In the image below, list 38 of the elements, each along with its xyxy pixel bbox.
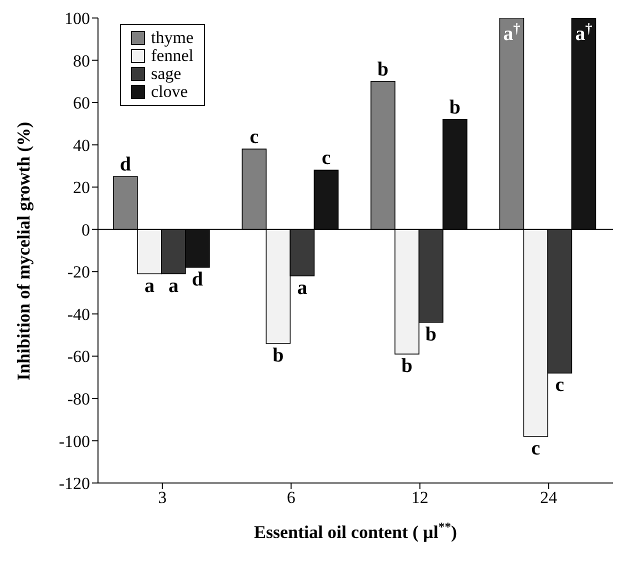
y-tick-label: 0 <box>82 220 90 240</box>
y-tick-label: -120 <box>58 474 90 494</box>
x-tick-label: 12 <box>411 488 428 508</box>
data-label: d <box>192 268 204 290</box>
y-tick-label: -40 <box>67 304 90 324</box>
y-tick-label: 20 <box>73 178 90 198</box>
data-label: b <box>272 344 284 366</box>
x-tick-label: 3 <box>158 488 167 508</box>
data-label: a <box>297 276 308 299</box>
y-tick-label: 60 <box>73 94 90 113</box>
legend-label: clove <box>151 82 188 101</box>
y-tick-label: -80 <box>67 389 90 408</box>
data-label: b <box>425 323 437 346</box>
x-axis-title: Essential oil content ( µl$^{**}$) <box>254 520 457 542</box>
data-label: c <box>531 438 540 460</box>
data-label: c <box>322 147 331 170</box>
legend-label: sage <box>151 64 182 83</box>
x-tick-label: 24 <box>540 488 558 508</box>
y-tick-label: -60 <box>67 347 90 366</box>
x-tick-label: 6 <box>286 488 296 508</box>
data-label: a$^{†}$ <box>575 22 592 45</box>
y-tick-label: 80 <box>73 51 90 70</box>
data-label: d <box>120 154 132 176</box>
data-label: b <box>377 58 389 80</box>
data-label: a <box>144 274 154 297</box>
data-label: a <box>168 274 178 297</box>
data-label: b <box>401 355 413 378</box>
y-tick-label: 40 <box>73 136 90 155</box>
y-tick-label: 100 <box>64 9 90 28</box>
data-label: c <box>555 374 564 396</box>
data-label: c <box>250 126 259 148</box>
y-tick-label: -100 <box>58 432 90 451</box>
y-tick-label: -20 <box>67 262 90 282</box>
y-axis-title: Inhibition of mycelial growth (%) <box>13 122 34 380</box>
legend-label: thyme <box>151 28 194 47</box>
data-label: b <box>449 96 461 118</box>
legend-label: fennel <box>151 46 194 65</box>
data-label: a$^{†}$ <box>503 22 520 45</box>
